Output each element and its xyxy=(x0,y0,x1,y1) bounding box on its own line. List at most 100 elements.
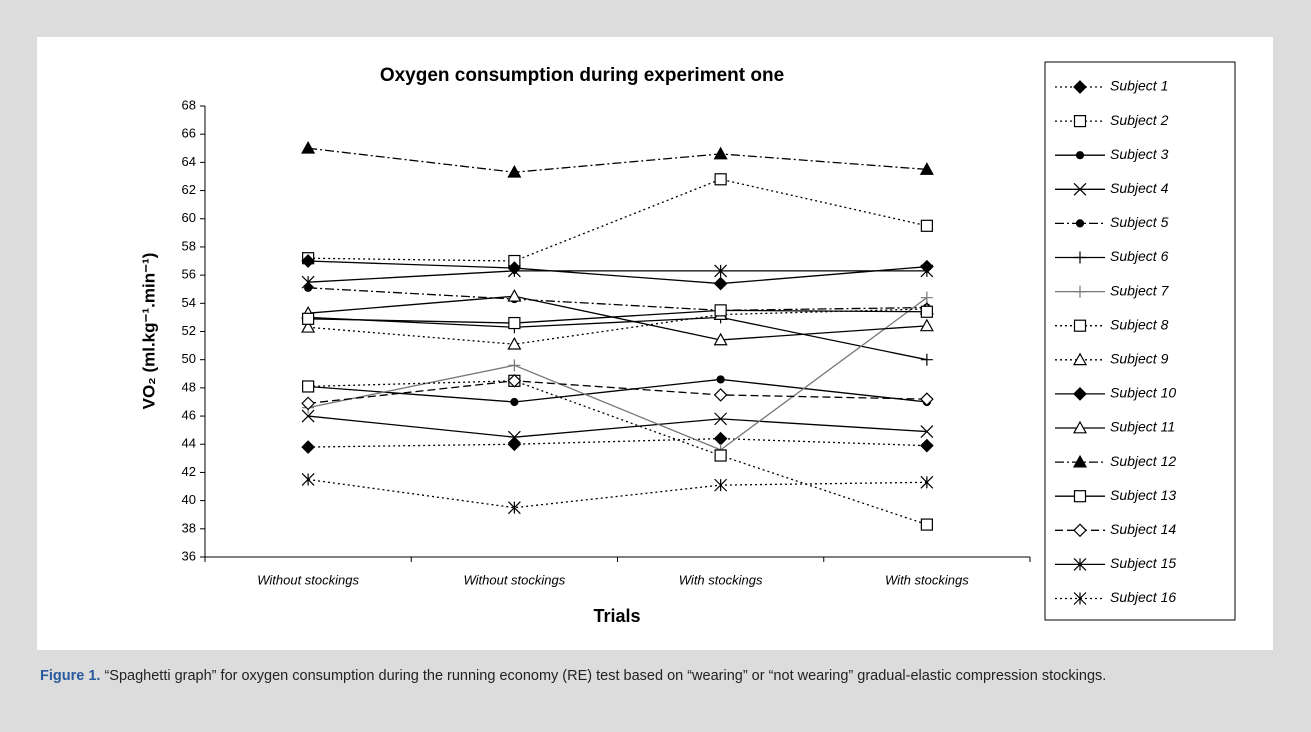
series-line xyxy=(308,295,927,341)
marker xyxy=(1073,523,1087,538)
legend-label: Subject 16 xyxy=(1110,589,1176,605)
chart-title: Oxygen consumption during experiment one xyxy=(380,65,784,86)
marker xyxy=(301,409,315,423)
marker xyxy=(507,373,522,388)
legend-label: Subject 13 xyxy=(1110,487,1176,503)
x-tick-label: Without stockings xyxy=(463,572,565,587)
legend-label: Subject 12 xyxy=(1110,453,1176,469)
marker xyxy=(919,318,934,332)
y-tick-label: 54 xyxy=(182,295,196,310)
marker xyxy=(713,332,728,346)
marker xyxy=(1073,387,1087,401)
legend-label: Subject 8 xyxy=(1110,316,1169,332)
series-line xyxy=(308,380,927,405)
marker xyxy=(713,146,728,160)
marker xyxy=(920,305,933,318)
marker xyxy=(920,438,934,453)
marker xyxy=(1073,182,1087,196)
marker xyxy=(920,518,933,531)
marker xyxy=(919,162,934,175)
legend-label: Subject 9 xyxy=(1110,351,1169,367)
legend-label: Subject 4 xyxy=(1110,180,1169,196)
marker xyxy=(714,449,727,462)
marker xyxy=(1073,557,1087,571)
series-line xyxy=(308,308,927,345)
marker xyxy=(713,388,728,402)
y-tick-label: 64 xyxy=(182,154,196,169)
marker xyxy=(1074,285,1086,298)
series-line xyxy=(308,478,927,509)
legend-label: Subject 14 xyxy=(1110,521,1176,537)
y-tick-label: 50 xyxy=(182,351,196,366)
series-line xyxy=(308,316,928,361)
marker xyxy=(716,375,725,384)
y-tick-label: 58 xyxy=(182,238,196,253)
marker xyxy=(920,392,934,406)
marker xyxy=(508,316,521,330)
marker xyxy=(920,264,934,278)
marker xyxy=(510,397,519,407)
legend-label: Subject 15 xyxy=(1110,555,1176,571)
legend-label: Subject 11 xyxy=(1110,419,1175,435)
marker xyxy=(920,475,934,489)
marker xyxy=(301,473,315,486)
series-line xyxy=(308,437,927,448)
marker xyxy=(1073,114,1087,128)
series-line xyxy=(307,297,928,451)
marker xyxy=(1073,490,1087,503)
caption-text: “Spaghetti graph” for oxygen consumption… xyxy=(104,668,1107,684)
legend-label: Subject 1 xyxy=(1110,78,1168,94)
x-tick-label: With stockings xyxy=(885,572,969,587)
marker xyxy=(714,264,728,278)
marker xyxy=(1073,319,1087,332)
x-axis-title: Trials xyxy=(593,606,640,626)
marker xyxy=(1075,219,1085,228)
y-tick-label: 56 xyxy=(182,267,196,282)
y-tick-label: 42 xyxy=(182,464,196,479)
marker xyxy=(714,173,727,186)
marker xyxy=(1072,352,1088,366)
legend-label: Subject 2 xyxy=(1110,112,1169,128)
marker xyxy=(301,254,315,268)
series-line xyxy=(308,378,927,403)
caption-label: Figure 1. xyxy=(40,668,101,684)
marker xyxy=(507,165,522,178)
marker xyxy=(920,291,933,304)
marker xyxy=(301,396,315,411)
x-tick-label: With stockings xyxy=(679,572,763,587)
marker xyxy=(1074,251,1086,264)
chart: Oxygen consumption during experiment one… xyxy=(37,37,1273,650)
marker xyxy=(1073,80,1087,94)
y-tick-label: 68 xyxy=(182,97,196,112)
marker xyxy=(1072,420,1088,434)
legend-label: Subject 7 xyxy=(1110,282,1170,298)
marker xyxy=(508,359,521,372)
marker xyxy=(714,412,728,426)
legend-label: Subject 10 xyxy=(1110,385,1176,401)
caption: Figure 1. “Spaghetti graph” for oxygen c… xyxy=(40,666,1280,687)
marker xyxy=(920,219,933,232)
marker xyxy=(1072,454,1088,468)
legend-label: Subject 5 xyxy=(1110,214,1169,230)
x-tick-label: Without stockings xyxy=(257,572,359,587)
series-line xyxy=(308,287,927,312)
y-tick-label: 36 xyxy=(182,548,196,563)
marker xyxy=(302,312,315,325)
legend-label: Subject 6 xyxy=(1110,248,1169,264)
y-tick-label: 46 xyxy=(182,408,196,423)
marker xyxy=(507,289,522,302)
y-axis-title: VO₂ (ml.kg⁻¹.min⁻¹) xyxy=(139,253,158,410)
series-line xyxy=(308,415,927,438)
marker xyxy=(301,275,315,289)
y-tick-label: 52 xyxy=(182,323,196,338)
y-tick-label: 44 xyxy=(182,436,196,451)
series-line xyxy=(308,147,927,173)
marker xyxy=(507,501,521,515)
series-line xyxy=(308,309,927,324)
marker xyxy=(301,440,315,454)
series-line xyxy=(308,270,927,283)
marker xyxy=(1075,151,1085,160)
marker xyxy=(920,353,933,366)
y-tick-label: 38 xyxy=(182,520,196,535)
